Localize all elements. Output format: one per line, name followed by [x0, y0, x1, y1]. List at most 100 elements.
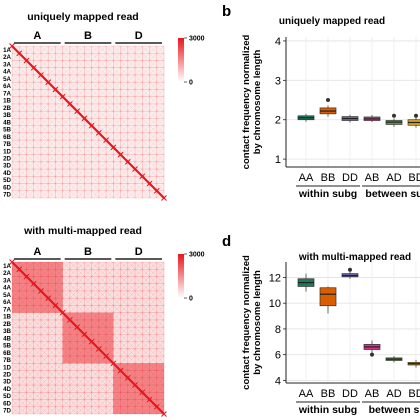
group-label: D: [135, 246, 143, 258]
y-tick-label: 2: [275, 115, 281, 127]
row-label: 1B: [3, 314, 11, 321]
cell-pattern: [113, 60, 121, 68]
cell-pattern: [149, 168, 157, 177]
cell-pattern: [84, 60, 92, 68]
y-tick-label: 8: [275, 324, 281, 336]
cell-pattern: [55, 74, 63, 83]
x-tick-label: AD: [386, 388, 401, 400]
cell-pattern: [48, 348, 56, 357]
cell-pattern: [91, 269, 100, 277]
cell-pattern: [134, 82, 143, 90]
cell-pattern: [149, 276, 157, 284]
cell-pattern: [11, 103, 20, 112]
cell-pattern: [48, 53, 56, 61]
cell-pattern: [84, 132, 92, 141]
cell-pattern: [11, 384, 20, 393]
y-tick-label: 3: [275, 75, 281, 87]
cell-pattern: [69, 139, 78, 148]
cell-pattern: [98, 298, 107, 306]
diagonal-marker: [103, 137, 109, 143]
cell-pattern: [156, 176, 165, 184]
cell-pattern: [134, 45, 143, 54]
diagonal-marker: [88, 122, 95, 129]
cell-pattern: [156, 283, 165, 292]
cell-pattern: [142, 125, 150, 134]
cell-pattern: [69, 82, 78, 90]
diagonal-marker: [23, 273, 30, 280]
cell-pattern: [62, 125, 71, 134]
row-label: 5A: [3, 76, 11, 83]
diagonal-marker: [153, 403, 160, 410]
cell-pattern: [98, 399, 107, 407]
diagonal-marker: [81, 115, 88, 122]
cell-pattern: [26, 190, 34, 199]
cell-pattern: [62, 355, 71, 364]
cell-pattern: [26, 355, 34, 364]
diagonal-marker: [30, 280, 37, 287]
row-label: 3A: [3, 277, 11, 284]
row-label: 1D: [3, 364, 11, 371]
cell-pattern: [156, 355, 165, 364]
cell-pattern: [91, 283, 100, 292]
cell-pattern: [120, 110, 128, 119]
cell-pattern: [19, 176, 27, 184]
cell-pattern: [48, 139, 56, 148]
cell-pattern: [91, 82, 100, 90]
cell-pattern: [127, 96, 136, 105]
cell-pattern: [62, 82, 71, 90]
diagonal-marker: [30, 64, 37, 71]
cell-pattern: [113, 132, 121, 141]
cell-pattern: [127, 82, 136, 90]
cell-pattern: [55, 118, 63, 126]
cell-pattern: [84, 355, 92, 364]
diagonal-marker: [81, 331, 88, 338]
cell-pattern: [40, 168, 49, 177]
cell-pattern: [105, 168, 114, 177]
group-label: B: [84, 246, 92, 258]
cell-pattern: [127, 60, 136, 68]
cell-pattern: [62, 161, 71, 170]
cell-pattern: [48, 261, 56, 270]
cell-pattern: [105, 118, 114, 126]
cell-pattern: [26, 319, 34, 328]
cell-pattern: [113, 89, 121, 97]
cell-pattern: [142, 312, 150, 321]
cell-pattern: [149, 298, 157, 306]
cell-pattern: [142, 283, 150, 292]
cell-pattern: [156, 53, 165, 61]
cell-pattern: [120, 125, 128, 134]
diagonal-marker: [161, 411, 167, 417]
cell-pattern: [127, 53, 136, 61]
cell-pattern: [120, 399, 128, 407]
cell-pattern: [76, 363, 85, 371]
cell-pattern: [26, 290, 34, 299]
cell-pattern: [55, 161, 63, 170]
cell-pattern: [48, 276, 56, 284]
cell-pattern: [69, 60, 78, 68]
cell-pattern: [76, 399, 85, 407]
cell-pattern: [33, 326, 42, 335]
cell-pattern: [91, 377, 100, 386]
cell-pattern: [69, 147, 78, 155]
heatmap-uniquely-mapped: A B D 1A2A3A4A5A6A7A1B2B3B4B5B6B7B1D2D3D4D5…: [3, 30, 205, 201]
cell-pattern: [98, 67, 107, 76]
cell-pattern: [105, 261, 114, 270]
outlier: [348, 267, 352, 272]
colorbar: [178, 254, 184, 298]
diagonal-marker: [59, 309, 66, 316]
cell-pattern: [127, 89, 136, 97]
cell-pattern: [120, 326, 128, 335]
cell-pattern: [11, 147, 20, 155]
diagonal-marker: [74, 108, 81, 115]
cell-pattern: [26, 406, 34, 415]
cell-pattern: [127, 326, 136, 335]
cell-pattern: [62, 290, 71, 299]
cell-pattern: [156, 341, 165, 350]
cell-pattern: [156, 147, 165, 155]
row-label: 1A: [3, 263, 11, 270]
cell-pattern: [98, 305, 107, 313]
cell-pattern: [98, 190, 107, 199]
cell-pattern: [84, 269, 92, 277]
cell-pattern: [120, 269, 128, 277]
y-axis-label: contact frequency normalized: [241, 255, 252, 390]
